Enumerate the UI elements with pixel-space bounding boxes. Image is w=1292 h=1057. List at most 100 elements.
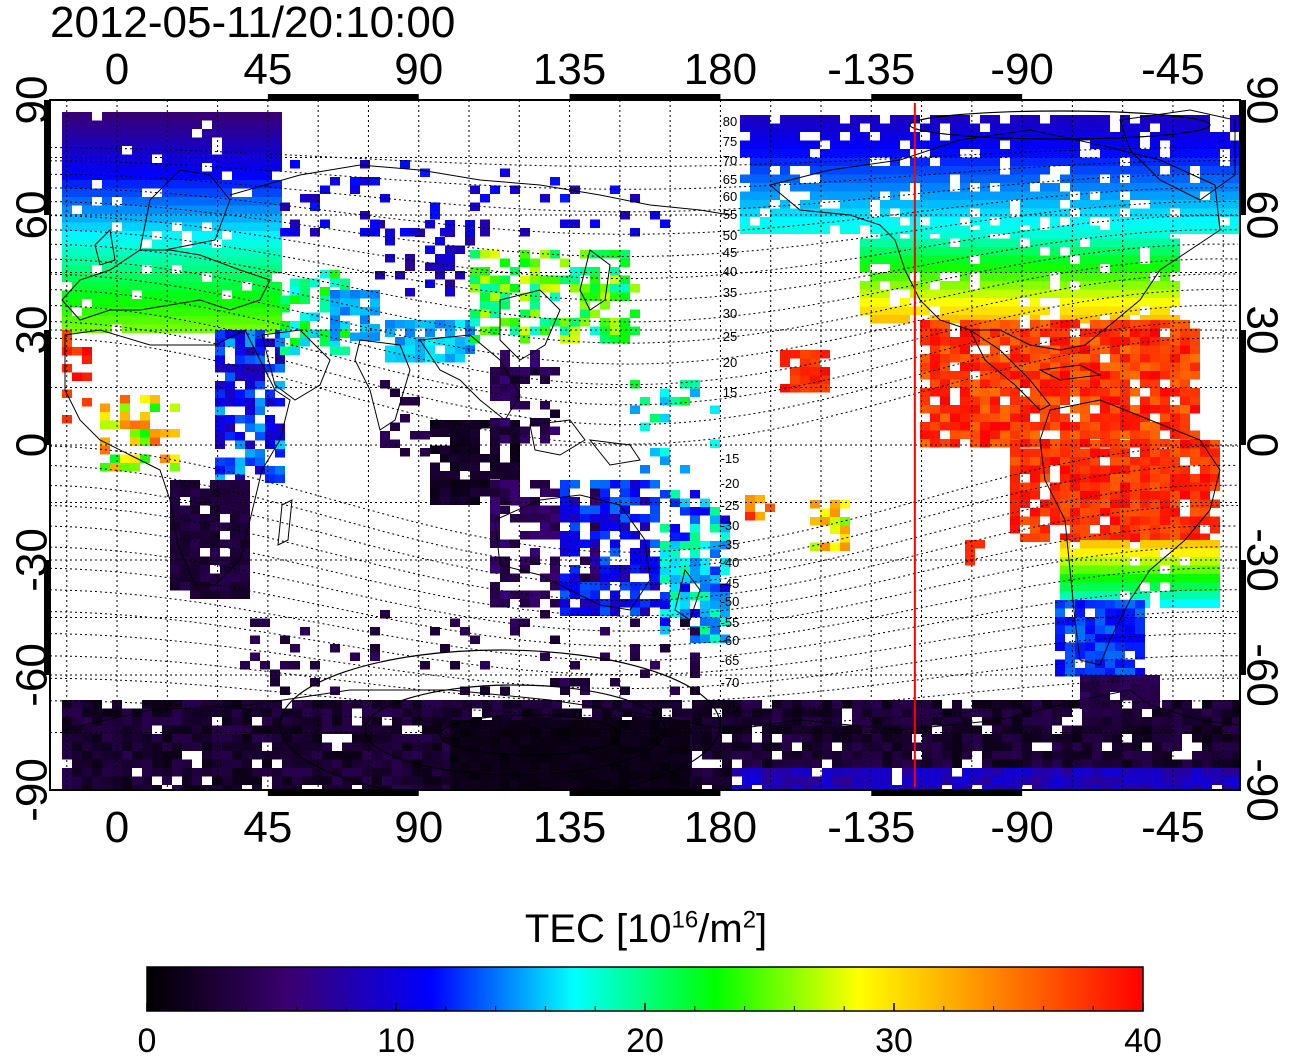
tec-cell [1010, 157, 1020, 166]
tec-cell [212, 163, 222, 172]
tec-cell [302, 768, 312, 777]
tec-cell [750, 166, 760, 175]
tec-cell [1050, 217, 1060, 226]
tec-cell [252, 324, 262, 333]
tec-cell [102, 751, 112, 760]
tec-cell [1200, 582, 1210, 591]
tec-cell [1090, 557, 1100, 566]
tec-cell [1180, 548, 1190, 557]
tec-cell [240, 548, 250, 557]
tec-cell [1002, 725, 1012, 734]
tec-cell [370, 332, 380, 341]
tec-cell [1125, 659, 1135, 668]
tec-cell [690, 549, 700, 558]
tec-cell [792, 785, 802, 790]
tec-cell [102, 776, 112, 785]
tec-cell [872, 717, 882, 726]
tec-cell [630, 284, 640, 293]
tec-cell [962, 776, 972, 785]
tec-cell [1080, 166, 1090, 175]
tec-cell [150, 395, 160, 404]
tec-cell [1180, 208, 1190, 217]
tec-cell [720, 634, 730, 643]
tec-cell [1040, 264, 1050, 273]
tec-cell [570, 318, 580, 327]
tec-cell [530, 358, 540, 367]
tec-cell [210, 548, 220, 557]
contour-label: 30 [723, 306, 737, 321]
tec-cell [1042, 700, 1052, 709]
tec-cell [882, 717, 892, 726]
tec-cell [1030, 379, 1040, 388]
tec-cell [1140, 683, 1150, 692]
tec-cell [405, 337, 415, 346]
tec-cell [932, 759, 942, 768]
tec-cell [1182, 708, 1192, 717]
tec-cell [600, 737, 610, 746]
tec-cell [990, 379, 1000, 388]
tec-cell [770, 217, 780, 226]
tec-cell [380, 380, 390, 389]
tec-cell [1002, 742, 1012, 751]
tec-cell [142, 768, 152, 777]
tec-cell [480, 219, 490, 228]
tec-cell [92, 785, 102, 790]
tec-cell [510, 618, 520, 627]
tec-cell [452, 700, 462, 709]
tec-cell [500, 505, 510, 514]
tec-cell [1070, 565, 1080, 574]
tec-cell [1150, 508, 1160, 517]
tec-cell [62, 205, 72, 214]
tec-cell [790, 375, 800, 384]
tec-cell [1160, 491, 1170, 500]
tec-cell [1000, 379, 1010, 388]
tec-cell [1100, 115, 1110, 124]
tec-cell [500, 471, 510, 480]
tec-cell [600, 565, 610, 574]
tec-cell [820, 542, 830, 551]
tec-cell [660, 566, 670, 575]
tec-cell [510, 762, 520, 771]
tec-cell [820, 123, 830, 132]
tec-cell [1060, 315, 1070, 324]
tec-cell [840, 517, 850, 526]
longitude-label-top: 90 [394, 45, 443, 94]
tec-cell [330, 290, 340, 299]
tec-cell [962, 717, 972, 726]
tec-cell [1020, 123, 1030, 132]
tec-cell [690, 575, 700, 584]
tec-cell [82, 188, 92, 197]
tec-cell [702, 751, 712, 760]
tec-cell [950, 208, 960, 217]
tec-cell [82, 205, 92, 214]
tec-cell [1160, 272, 1170, 281]
tec-cell [1110, 354, 1120, 363]
tec-cell [912, 759, 922, 768]
tec-cell [1120, 540, 1130, 549]
tec-cell [1102, 717, 1112, 726]
tec-cell [1050, 140, 1060, 149]
tec-cell [290, 338, 300, 347]
tec-cell [980, 413, 990, 422]
tec-cell [320, 185, 330, 194]
tec-cell [580, 737, 590, 746]
tec-cell [140, 412, 150, 421]
tec-cell [920, 247, 930, 256]
tec-cell [1070, 457, 1080, 466]
tec-cell [520, 745, 530, 754]
tec-cell [980, 281, 990, 290]
tec-cell [1052, 759, 1062, 768]
tec-cell [1110, 298, 1120, 307]
tec-cell [120, 420, 130, 429]
tec-cell [142, 742, 152, 751]
tec-cell [460, 686, 470, 695]
tec-cell [890, 183, 900, 192]
tec-cell [1050, 238, 1060, 247]
tec-cell [82, 146, 92, 155]
tec-cell [630, 737, 640, 746]
tec-cell [610, 185, 620, 194]
tec-cell [1172, 700, 1182, 709]
tec-cell [1120, 200, 1130, 209]
tec-cell [262, 197, 272, 206]
tec-cell [460, 771, 470, 780]
